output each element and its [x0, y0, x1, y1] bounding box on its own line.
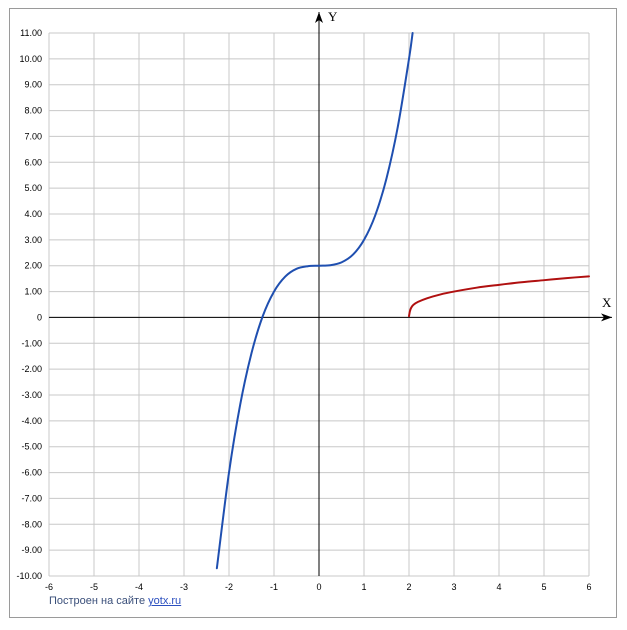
series-line-2	[408, 275, 590, 318]
y-tick-label: -5.00	[21, 442, 42, 452]
series-line-1	[215, 32, 414, 570]
y-axis-label: Y	[328, 9, 338, 24]
y-tick-label: 0	[37, 312, 42, 322]
y-tick-label: 3.00	[24, 235, 42, 245]
x-tick-label: 3	[451, 582, 456, 592]
x-tick-label: 2	[406, 582, 411, 592]
x-tick-label: 4	[496, 582, 501, 592]
y-axis-arrow-icon	[315, 12, 323, 23]
x-tick-label: 0	[316, 582, 321, 592]
series-lines	[215, 32, 590, 570]
y-tick-label: 9.00	[24, 80, 42, 90]
y-tick-label: -9.00	[21, 545, 42, 555]
site-link[interactable]: yotx.ru	[148, 595, 182, 607]
y-tick-label: 7.00	[24, 131, 42, 141]
x-axis-arrow-icon	[601, 313, 612, 322]
x-tick-label: -3	[180, 582, 188, 592]
x-tick-label: -6	[45, 582, 53, 592]
x-tick-label: 5	[541, 582, 546, 592]
tick-labels: -6 -5 -4 -3 -2 -1 0 1 2 3 4 5 6 11.00 10.00 9.00 8.00 7.0…	[16, 28, 591, 592]
chart-frame	[9, 8, 617, 618]
y-tick-label: -4.00	[21, 416, 42, 426]
footer-text: Построен на сайте	[49, 595, 149, 607]
footer: Построен на сайте yotx.ru	[49, 595, 181, 607]
y-tick-label: -6.00	[21, 468, 42, 478]
x-tick-label: 1	[361, 582, 366, 592]
x-tick-label: -2	[225, 582, 233, 592]
y-tick-label: 4.00	[24, 209, 42, 219]
y-tick-label: 6.00	[24, 157, 42, 167]
y-tick-label: -1.00	[21, 338, 42, 348]
y-tick-label: 5.00	[24, 183, 42, 193]
y-tick-label: -10.00	[16, 571, 42, 581]
x-axis-label: X	[602, 295, 612, 310]
y-tick-label: 2.00	[24, 261, 42, 271]
x-tick-label: -5	[90, 582, 98, 592]
x-tick-label: -1	[270, 582, 278, 592]
y-tick-label: 10.00	[19, 54, 42, 64]
y-tick-label: 11.00	[20, 28, 42, 38]
y-tick-label: 8.00	[24, 106, 42, 116]
axes	[49, 12, 612, 576]
y-tick-label: -2.00	[21, 364, 42, 374]
y-tick-label: -7.00	[21, 493, 42, 503]
y-tick-label: -3.00	[21, 390, 42, 400]
x-tick-label: -4	[135, 582, 143, 592]
y-tick-label: 1.00	[24, 287, 42, 297]
x-tick-label: 6	[586, 582, 591, 592]
y-tick-label: -8.00	[21, 519, 42, 529]
